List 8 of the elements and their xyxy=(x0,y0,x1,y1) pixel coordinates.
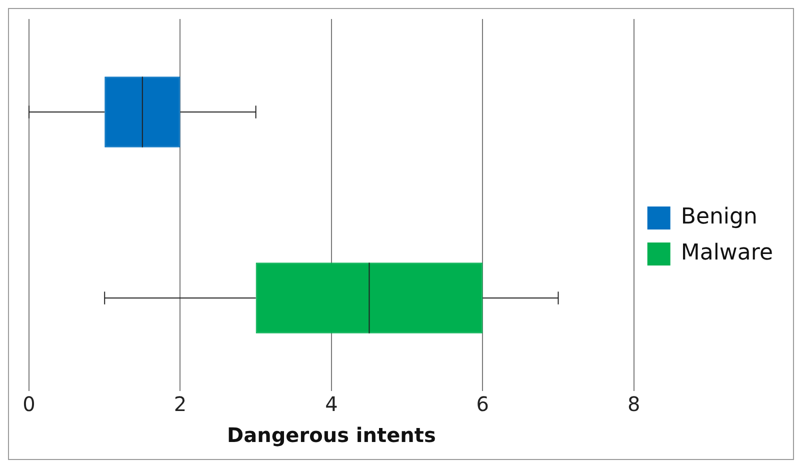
x-axis-title: Dangerous intents xyxy=(226,423,436,448)
x-tick-label: 0 xyxy=(22,392,36,416)
x-tick-label: 4 xyxy=(325,392,338,416)
legend-label: Benign xyxy=(680,204,758,230)
legend-label: Malware xyxy=(680,240,774,266)
x-tick-label: 2 xyxy=(174,392,187,416)
x-tick-label: 8 xyxy=(627,392,640,416)
x-tick-label: 6 xyxy=(476,392,490,416)
